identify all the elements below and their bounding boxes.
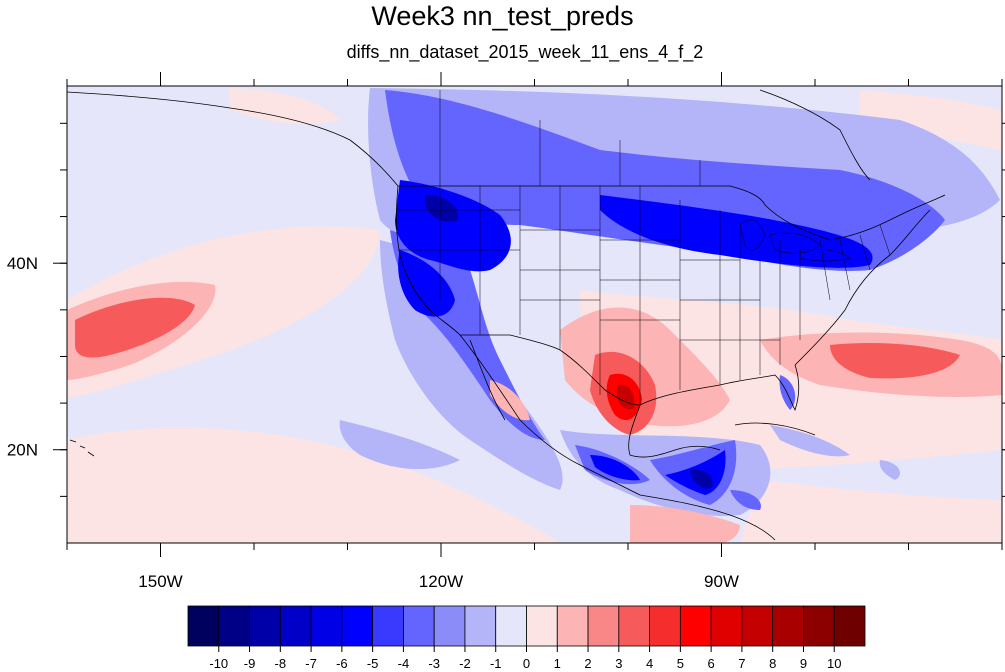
colorbar-label: 2 [584,656,591,671]
colorbar-swatch [495,605,527,647]
colorbar-swatch [772,605,804,647]
colorbar-label: -1 [490,656,502,671]
colorbar-label: -9 [244,656,256,671]
map-field [67,86,1002,543]
colorbar-label: -6 [336,656,348,671]
colorbar-swatch [279,605,312,647]
colorbar-swatch [741,605,774,647]
colorbar-label: -4 [398,656,410,671]
colorbar-swatch [249,605,281,647]
y-tick-label: 40N [7,254,38,273]
colorbar-label: 6 [708,656,715,671]
colorbar-swatch [403,605,435,647]
colorbar-swatch [464,605,497,647]
colorbar-label: -7 [305,656,317,671]
field-negative-core [425,195,713,489]
colorbar-label: 8 [769,656,776,671]
colorbar-swatch [803,605,835,647]
plot-subtitle: diffs_nn_dataset_2015_week_11_ens_4_f_2 [346,42,704,62]
colorbar-swatch [341,605,374,647]
colorbar-label: -8 [275,656,287,671]
colorbar-swatch [587,605,620,647]
colorbar-swatch [710,605,743,647]
colorbar-swatch [833,605,866,647]
colorbar-label: 9 [800,656,807,671]
axis-tick-labels: 150W 120W 90W 40N 20N [7,254,739,591]
colorbar-label: -3 [428,656,440,671]
x-tick-label: 120W [419,572,463,591]
colorbar-label: 3 [615,656,622,671]
colorbar-swatch [310,605,343,647]
state-lines [398,90,891,405]
colorbar-swatch [187,605,220,647]
plot-title: Week3 nn_test_preds [371,1,634,31]
colorbar-label: 4 [646,656,653,671]
colorbar-swatch [618,605,650,647]
colorbar-swatch [649,605,681,647]
colorbar-label: 5 [677,656,684,671]
colorbar-swatch [433,605,466,647]
colorbar-label: -2 [459,656,471,671]
x-tick-label: 90W [704,572,739,591]
colorbar-swatch [218,605,250,647]
colorbar-label: -5 [367,656,379,671]
colorbar-label: -10 [209,656,228,671]
coastlines [67,89,946,541]
colorbar-label: 10 [827,656,841,671]
colorbar-swatch [679,605,712,647]
colorbar-label: 7 [738,656,745,671]
colorbar-label: 0 [523,656,530,671]
hawaii-islands [69,439,95,457]
x-tick-label: 150W [138,572,182,591]
colorbar-swatch [556,605,589,647]
y-tick-label: 20N [7,441,38,460]
axis-ticks [53,72,1005,557]
colorbar-label: 1 [554,656,561,671]
colorbar-swatch [372,605,404,647]
field-positive-strong [75,297,960,435]
colorbar: -10 -9 -8 -7 -6 -5 -4 -3 -2 -1 0 1 2 3 4 5 6 7 8 9 10 [187,605,866,671]
colorbar-swatch [526,605,558,647]
